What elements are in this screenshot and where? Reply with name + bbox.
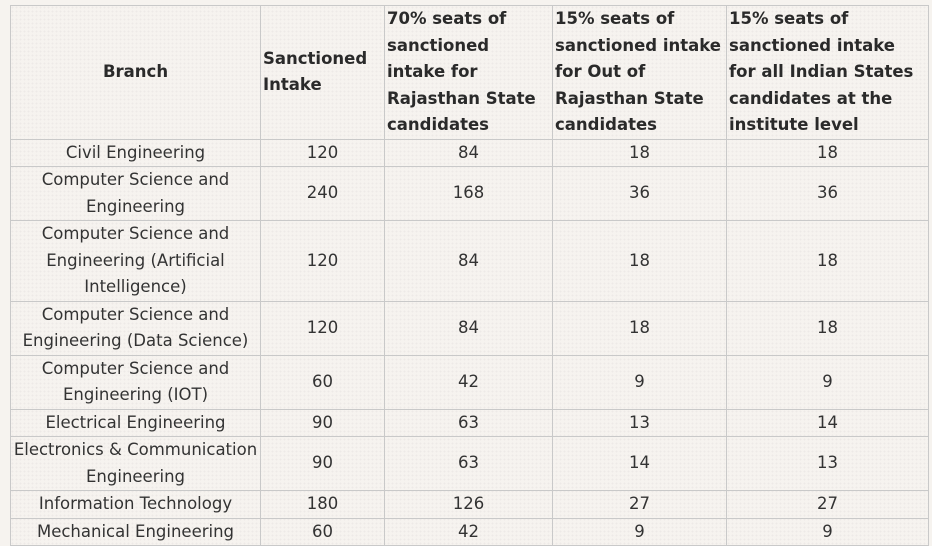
table-row: Information Technology 180 126 27 27	[10, 490, 929, 519]
cell-all-india: 9	[726, 354, 929, 410]
cell-out-of-state: 13	[552, 408, 727, 437]
cell-rajasthan: 84	[384, 138, 553, 167]
table-row: Computer Science and Engineering (Artifi…	[10, 220, 929, 302]
cell-intake: 60	[260, 354, 385, 410]
cell-intake: 90	[260, 436, 385, 491]
cell-out-of-state: 14	[552, 436, 727, 491]
table-row: Computer Science and Engineering (IOT) 6…	[10, 354, 929, 410]
cell-branch: Civil Engineering	[10, 138, 261, 167]
cell-branch: Information Technology	[10, 490, 261, 519]
cell-rajasthan: 84	[384, 220, 553, 302]
table-row: Mechanical Engineering 60 42 9 9	[10, 517, 929, 546]
cell-all-india: 18	[726, 138, 929, 167]
cell-rajasthan: 63	[384, 408, 553, 437]
cell-branch: Mechanical Engineering	[10, 517, 261, 546]
cell-all-india: 18	[726, 220, 929, 302]
seat-matrix-container: Branch Sanctioned Intake 70% seats of sa…	[10, 5, 929, 546]
cell-rajasthan: 42	[384, 517, 553, 546]
table-row: Electronics & Communication Engineering …	[10, 436, 929, 491]
table-row: Electrical Engineering 90 63 13 14	[10, 408, 929, 437]
table-header-row: Branch Sanctioned Intake 70% seats of sa…	[10, 5, 929, 140]
cell-all-india: 9	[726, 517, 929, 546]
cell-intake: 180	[260, 490, 385, 519]
header-rajasthan-quota: 70% seats of sanctioned intake for Rajas…	[384, 5, 553, 140]
cell-all-india: 36	[726, 166, 929, 221]
header-branch: Branch	[10, 5, 261, 140]
cell-all-india: 18	[726, 300, 929, 356]
header-all-india-quota: 15% seats of sanctioned intake for all I…	[726, 5, 929, 140]
cell-branch: Electrical Engineering	[10, 408, 261, 437]
cell-intake: 120	[260, 300, 385, 356]
cell-rajasthan: 126	[384, 490, 553, 519]
cell-out-of-state: 27	[552, 490, 727, 519]
header-sanctioned-intake: Sanctioned Intake	[260, 5, 385, 140]
table-row: Computer Science and Engineering 240 168…	[10, 166, 929, 221]
cell-intake: 60	[260, 517, 385, 546]
cell-intake: 90	[260, 408, 385, 437]
header-out-of-state-quota: 15% seats of sanctioned intake for Out o…	[552, 5, 727, 140]
cell-all-india: 14	[726, 408, 929, 437]
cell-out-of-state: 9	[552, 354, 727, 410]
cell-out-of-state: 9	[552, 517, 727, 546]
cell-out-of-state: 18	[552, 300, 727, 356]
cell-branch: Computer Science and Engineering (Data S…	[10, 300, 261, 356]
cell-all-india: 27	[726, 490, 929, 519]
cell-rajasthan: 42	[384, 354, 553, 410]
cell-intake: 120	[260, 220, 385, 302]
cell-all-india: 13	[726, 436, 929, 491]
cell-branch: Computer Science and Engineering (Artifi…	[10, 220, 261, 302]
cell-rajasthan: 168	[384, 166, 553, 221]
table-row: Civil Engineering 120 84 18 18	[10, 138, 929, 167]
cell-branch: Computer Science and Engineering (IOT)	[10, 354, 261, 410]
cell-rajasthan: 84	[384, 300, 553, 356]
cell-intake: 240	[260, 166, 385, 221]
cell-intake: 120	[260, 138, 385, 167]
cell-rajasthan: 63	[384, 436, 553, 491]
cell-branch: Electronics & Communication Engineering	[10, 436, 261, 491]
cell-out-of-state: 18	[552, 138, 727, 167]
cell-branch: Computer Science and Engineering	[10, 166, 261, 221]
table-row: Computer Science and Engineering (Data S…	[10, 300, 929, 356]
seat-matrix-table: Branch Sanctioned Intake 70% seats of sa…	[10, 5, 929, 546]
cell-out-of-state: 18	[552, 220, 727, 302]
cell-out-of-state: 36	[552, 166, 727, 221]
